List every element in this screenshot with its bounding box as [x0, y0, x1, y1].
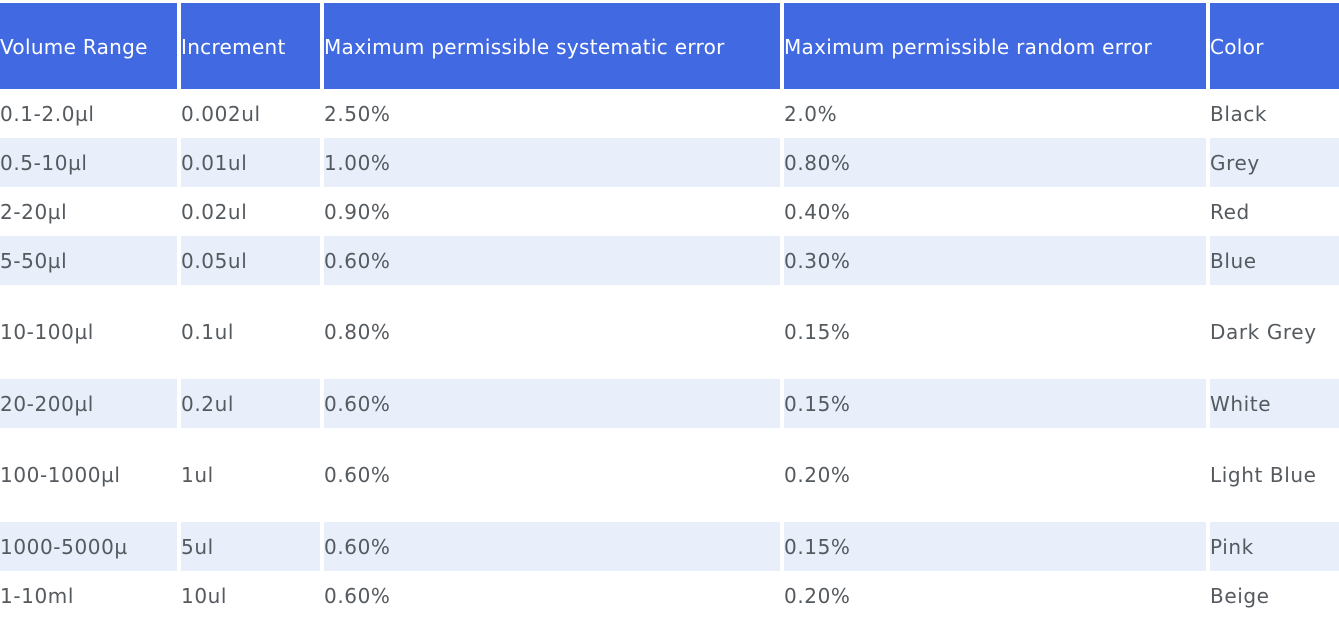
cell-increment: 1ul — [181, 463, 214, 487]
cell-color: Grey — [1210, 138, 1339, 187]
cell-random-error: 0.20% — [784, 463, 851, 487]
cell-color: Dark Grey — [1210, 320, 1317, 344]
cell-systematic-error: 0.60% — [324, 379, 780, 428]
table-row: 2-20µl 0.02ul 0.90% 0.40% Red — [0, 187, 1339, 236]
cell-increment: 0.1ul — [181, 320, 235, 344]
cell-random-error: 0.30% — [784, 236, 1206, 285]
cell-random-error: 0.15% — [784, 379, 1206, 428]
table-row: 10-100µl 0.1ul 0.80% 0.15% Dark Grey — [0, 285, 1339, 379]
cell-systematic-error: 1.00% — [324, 138, 780, 187]
cell-increment: 5ul — [181, 522, 320, 571]
cell-random-error: 0.20% — [784, 583, 851, 608]
cell-random-error: 0.80% — [784, 138, 1206, 187]
cell-increment: 0.2ul — [181, 379, 320, 428]
cell-volume-range: 100-1000µl — [0, 463, 121, 487]
header-color: Color — [1210, 0, 1339, 89]
cell-random-error: 0.40% — [784, 199, 851, 224]
header-random-error: Maximum permissible random error — [784, 0, 1206, 89]
cell-color: Black — [1210, 101, 1268, 126]
cell-systematic-error: 0.60% — [324, 236, 780, 285]
cell-increment: 10ul — [181, 583, 228, 608]
cell-increment: 0.02ul — [181, 199, 248, 224]
cell-color: Beige — [1210, 583, 1270, 608]
cell-volume-range: 10-100µl — [0, 320, 94, 344]
cell-volume-range: 5-50µl — [0, 236, 177, 285]
cell-systematic-error: 0.60% — [324, 583, 391, 608]
cell-increment: 0.05ul — [181, 236, 320, 285]
cell-color: Red — [1210, 199, 1250, 224]
cell-color: White — [1210, 379, 1339, 428]
cell-color: Blue — [1210, 236, 1339, 285]
table-header: Volume Range Increment Maximum permissib… — [0, 0, 1339, 89]
header-increment: Increment — [181, 0, 320, 89]
cell-volume-range: 2-20µl — [0, 199, 68, 224]
table-body: 0.1-2.0µl 0.002ul 2.50% 2.0% Black 0.5-1… — [0, 89, 1339, 620]
cell-systematic-error: 0.60% — [324, 463, 391, 487]
cell-volume-range: 0.1-2.0µl — [0, 101, 95, 126]
table-row: 1000-5000µ 5ul 0.60% 0.15% Pink — [0, 522, 1339, 571]
cell-volume-range: 1-10ml — [0, 583, 75, 608]
cell-systematic-error: 0.60% — [324, 522, 780, 571]
cell-color: Light Blue — [1210, 463, 1317, 487]
header-row: Volume Range Increment Maximum permissib… — [0, 0, 1339, 89]
table-row: 20-200µl 0.2ul 0.60% 0.15% White — [0, 379, 1339, 428]
table-row: 5-50µl 0.05ul 0.60% 0.30% Blue — [0, 236, 1339, 285]
cell-increment: 0.01ul — [181, 138, 320, 187]
table-row: 0.5-10µl 0.01ul 1.00% 0.80% Grey — [0, 138, 1339, 187]
cell-random-error: 2.0% — [784, 101, 838, 126]
cell-volume-range: 0.5-10µl — [0, 138, 177, 187]
table-row: 0.1-2.0µl 0.002ul 2.50% 2.0% Black — [0, 89, 1339, 138]
cell-random-error: 0.15% — [784, 320, 851, 344]
cell-volume-range: 20-200µl — [0, 379, 177, 428]
cell-systematic-error: 2.50% — [324, 101, 391, 126]
table-row: 1-10ml 10ul 0.60% 0.20% Beige — [0, 571, 1339, 620]
table-row: 100-1000µl 1ul 0.60% 0.20% Light Blue — [0, 428, 1339, 522]
cell-increment: 0.002ul — [181, 101, 261, 126]
cell-random-error: 0.15% — [784, 522, 1206, 571]
cell-volume-range: 1000-5000µ — [0, 522, 177, 571]
cell-color: Pink — [1210, 522, 1339, 571]
cell-systematic-error: 0.80% — [324, 320, 391, 344]
header-systematic-error: Maximum permissible systematic error — [324, 0, 780, 89]
header-volume-range: Volume Range — [0, 0, 177, 89]
cell-systematic-error: 0.90% — [324, 199, 391, 224]
